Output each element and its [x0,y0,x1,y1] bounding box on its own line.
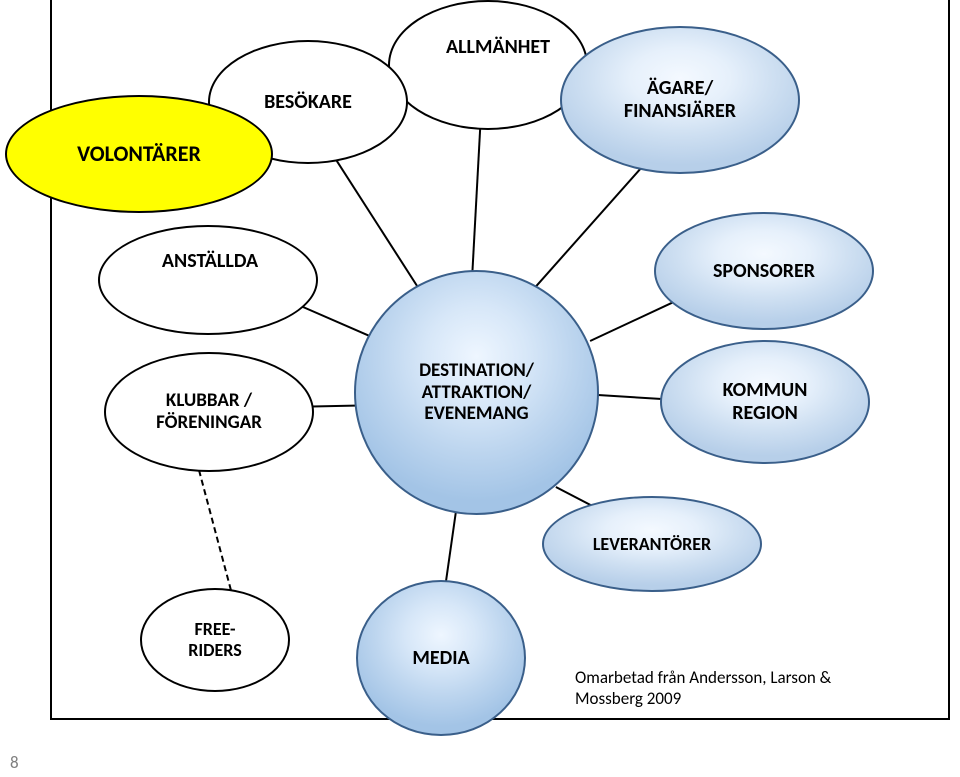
node-volontarer-label: VOLONTÄRER [77,141,201,166]
node-volontarer: VOLONTÄRER [5,95,273,213]
page-number: 8 [10,752,19,773]
node-leverantorer-label: LEVERANTÖRER [593,534,711,555]
label-anstallda: ANSTÄLLDA [140,250,280,273]
caption-source: Omarbetad från Andersson, Larson & Mossb… [575,667,831,709]
node-media: MEDIA [356,580,526,736]
node-allmanhet [388,0,588,130]
node-anstallda [98,225,318,335]
node-destination: DESTINATION/ ATTRAKTION/ EVENEMANG [354,270,599,515]
node-sponsorer-label: SPONSORER [713,260,815,283]
node-klubbar: KLUBBAR / FÖRENINGAR [104,352,314,472]
node-klubbar-label: KLUBBAR / FÖRENINGAR [156,390,262,434]
diagram-stage: ALLMÄNHET ÄGARE/ FINANSIÄRER BESÖKARE VO… [0,0,960,777]
node-freeriders: FREE- RIDERS [140,588,290,692]
node-kommun: KOMMUN REGION [660,340,870,464]
node-agare-label: ÄGARE/ FINANSIÄRER [624,77,736,123]
node-kommun-label: KOMMUN REGION [723,379,808,425]
node-agare: ÄGARE/ FINANSIÄRER [560,26,800,174]
node-freeriders-label: FREE- RIDERS [188,619,242,660]
node-sponsorer: SPONSORER [654,212,874,330]
node-destination-label: DESTINATION/ ATTRAKTION/ EVENEMANG [419,360,534,426]
node-leverantorer: LEVERANTÖRER [542,496,762,592]
node-besokare-label: BESÖKARE [264,91,352,114]
label-allmanhet: ALLMÄNHET [428,36,568,59]
node-media-label: MEDIA [412,647,469,670]
